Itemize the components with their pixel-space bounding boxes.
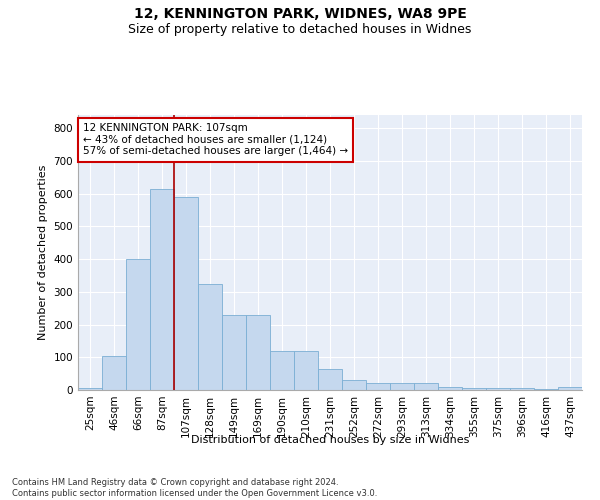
Bar	[414, 384, 438, 390]
Bar	[366, 384, 390, 390]
Bar	[558, 386, 582, 390]
Bar	[342, 380, 366, 390]
Bar	[390, 384, 414, 390]
Text: 12 KENNINGTON PARK: 107sqm
← 43% of detached houses are smaller (1,124)
57% of s: 12 KENNINGTON PARK: 107sqm ← 43% of deta…	[83, 123, 348, 156]
Text: Contains HM Land Registry data © Crown copyright and database right 2024.
Contai: Contains HM Land Registry data © Crown c…	[12, 478, 377, 498]
Bar	[294, 350, 318, 390]
Bar	[174, 197, 198, 390]
Bar	[78, 388, 102, 390]
Text: Distribution of detached houses by size in Widnes: Distribution of detached houses by size …	[191, 435, 469, 445]
Bar	[222, 314, 246, 390]
Y-axis label: Number of detached properties: Number of detached properties	[38, 165, 48, 340]
Bar	[126, 259, 150, 390]
Bar	[270, 350, 294, 390]
Text: Size of property relative to detached houses in Widnes: Size of property relative to detached ho…	[128, 22, 472, 36]
Bar	[486, 388, 510, 390]
Bar	[102, 356, 126, 390]
Bar	[462, 388, 486, 390]
Bar	[246, 314, 270, 390]
Bar	[318, 368, 342, 390]
Bar	[438, 386, 462, 390]
Bar	[510, 388, 534, 390]
Text: 12, KENNINGTON PARK, WIDNES, WA8 9PE: 12, KENNINGTON PARK, WIDNES, WA8 9PE	[134, 8, 466, 22]
Bar	[150, 188, 174, 390]
Bar	[198, 284, 222, 390]
